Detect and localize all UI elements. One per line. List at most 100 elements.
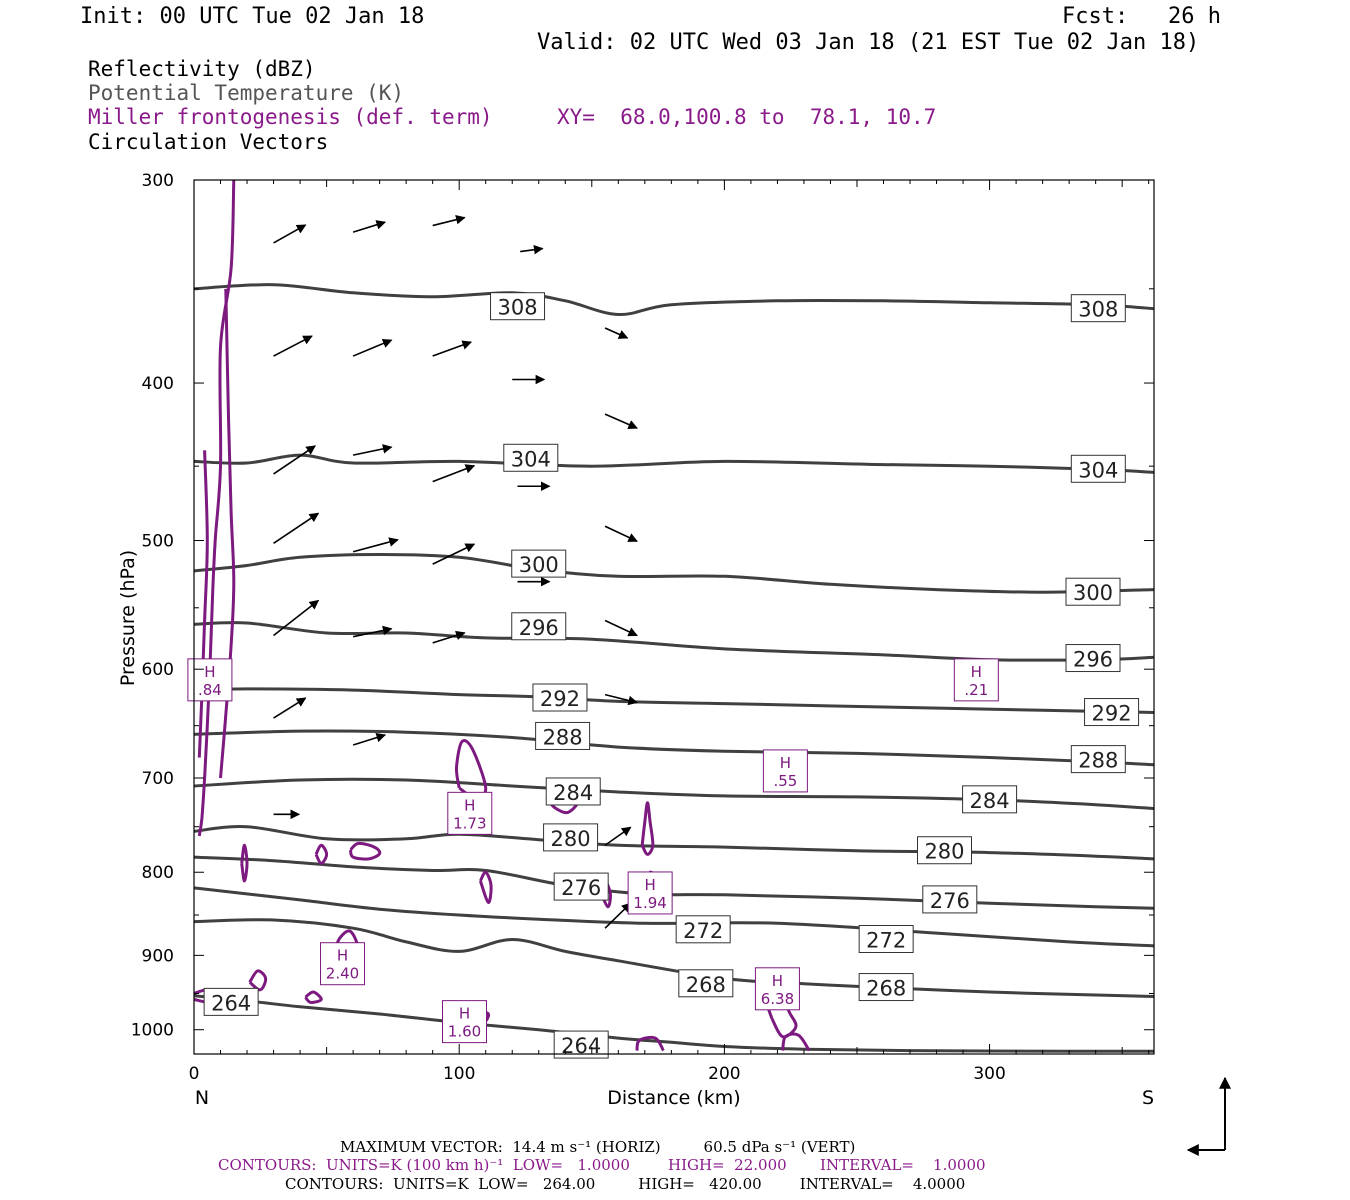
theta-label-text: 292 [1092,702,1132,726]
frontogenesis-contour [197,450,209,758]
frontogenesis-max-letter: H [971,663,982,681]
frontogenesis-max: H1.60 [441,1000,487,1044]
frontogenesis-max-letter: H [464,796,475,814]
theta-label-text: 304 [1078,458,1118,482]
theta-label-text: 288 [1078,749,1118,773]
circulation-vector [273,445,316,475]
footer-max-vector: MAXIMUM VECTOR: 14.4 m s⁻¹ (HORIZ) 60.5 … [340,1138,856,1156]
theta-contour-308 [193,283,1155,317]
frontogenesis-contour [314,843,329,865]
frontogenesis-contour [240,843,249,883]
theta-label-text: 300 [519,553,559,577]
theta-label-280: 280 [916,836,972,865]
frontogenesis-max-letter: H [644,876,655,894]
theta-label-box [543,823,599,852]
circulation-vector [352,444,393,456]
circulation-vector [273,335,313,357]
theta-contour-284 [193,777,1155,811]
footer-fronto-contours: CONTOURS: UNITS=K (100 km h)⁻¹ LOW= 1.00… [218,1156,986,1174]
theta-label-300: 300 [511,549,567,578]
frontogenesis-max-box [320,942,366,986]
theta-label-308: 308 [1070,294,1126,323]
circulation-vector [520,244,544,255]
x-tick-label: 300 [973,1064,1005,1084]
theta-label-text: 272 [866,929,906,953]
theta-label-284: 284 [545,777,601,806]
theta-label-280: 280 [543,823,599,852]
legend-miller: Miller frontogenesis (def. term) [88,105,493,129]
frontogenesis-max-value: 1.73 [453,814,486,832]
theta-label-text: 308 [497,296,537,320]
legend-reflectivity: Reflectivity (dBZ) [88,57,316,81]
theta-label-box [511,612,567,641]
frontogenesis-contour [219,288,236,779]
theta-label-296: 296 [511,612,567,641]
theta-label-box [678,969,734,998]
circulation-vector [273,599,320,637]
theta-label-box [503,443,559,472]
frontogenesis-contour [304,990,323,1004]
theta-label-box [922,885,978,914]
theta-label-box [675,915,731,944]
theta-label-text: 276 [930,889,970,913]
frontogenesis-max-value: 1.60 [448,1023,481,1041]
frontogenesis-max: H.84 [187,658,233,702]
frontogenesis-max: H1.73 [447,791,493,835]
circulation-vector [432,340,472,357]
circulation-vector [273,697,307,719]
circulation-vector [604,525,638,542]
theta-label-box [1070,294,1126,323]
theta-label-box [962,785,1018,814]
frontogenesis-max-value: 1.94 [633,894,666,912]
theta-label-box [1070,454,1126,483]
circulation-vector [352,537,399,553]
frontogenesis-max-value: 6.38 [761,990,794,1008]
y-tick-label: 300 [142,171,174,191]
circulation-vector [432,214,466,227]
frontogenesis-max-value: .84 [198,681,222,699]
theta-label-box [535,721,591,750]
legend-vectors: Circulation Vectors [88,130,329,154]
circulation-vector [273,224,307,244]
init-time: Init: 00 UTC Tue 02 Jan 18 [80,4,425,29]
frontogenesis-max-letter: H [772,972,783,990]
theta-label-box [203,987,259,1016]
frontogenesis-max-letter: H [204,663,215,681]
frontogenesis-contour [478,870,493,905]
theta-label-292: 292 [1084,698,1140,727]
theta-label-text: 268 [866,977,906,1001]
frontogenesis-max: H.21 [953,658,999,702]
theta-label-text: 280 [924,840,964,864]
theta-label-box [532,683,588,712]
legend-xy: XY= 68.0,100.8 to 78.1, 10.7 [557,105,937,129]
plot-frame [193,179,1155,1055]
frontogenesis-contour [640,801,655,856]
frontogenesis-contour [197,179,236,837]
frontogenesis-max-letter: H [780,754,791,772]
theta-label-288: 288 [1070,745,1126,774]
frontogenesis-max-box [187,658,233,702]
theta-label-304: 304 [503,443,559,472]
theta-label-box [858,925,914,954]
theta-label-box [1084,698,1140,727]
theta-label-text: 284 [553,781,593,805]
theta-contour-272 [193,886,1155,948]
frontogenesis-max-value: 2.40 [326,965,359,983]
theta-label-text: 308 [1078,298,1118,322]
circulation-vector [352,220,387,233]
theta-label-text: 288 [543,725,583,749]
y-tick-label: 900 [142,946,174,966]
theta-label-text: 296 [1073,648,1113,672]
circulation-vector [432,543,476,565]
circulation-vector [432,630,466,644]
theta-label-box [511,549,567,578]
frontogenesis-max-box [754,967,800,1011]
circulation-vector [273,512,320,545]
theta-contour-264 [193,994,1155,1053]
theta-label-292: 292 [532,683,588,712]
frontogenesis-max: H6.38 [754,967,800,1011]
theta-contour-288 [193,729,1155,767]
y-tick-label: 500 [142,532,174,552]
x-tick-label: 0 [189,1064,200,1084]
frontogenesis-max-box [762,749,808,793]
